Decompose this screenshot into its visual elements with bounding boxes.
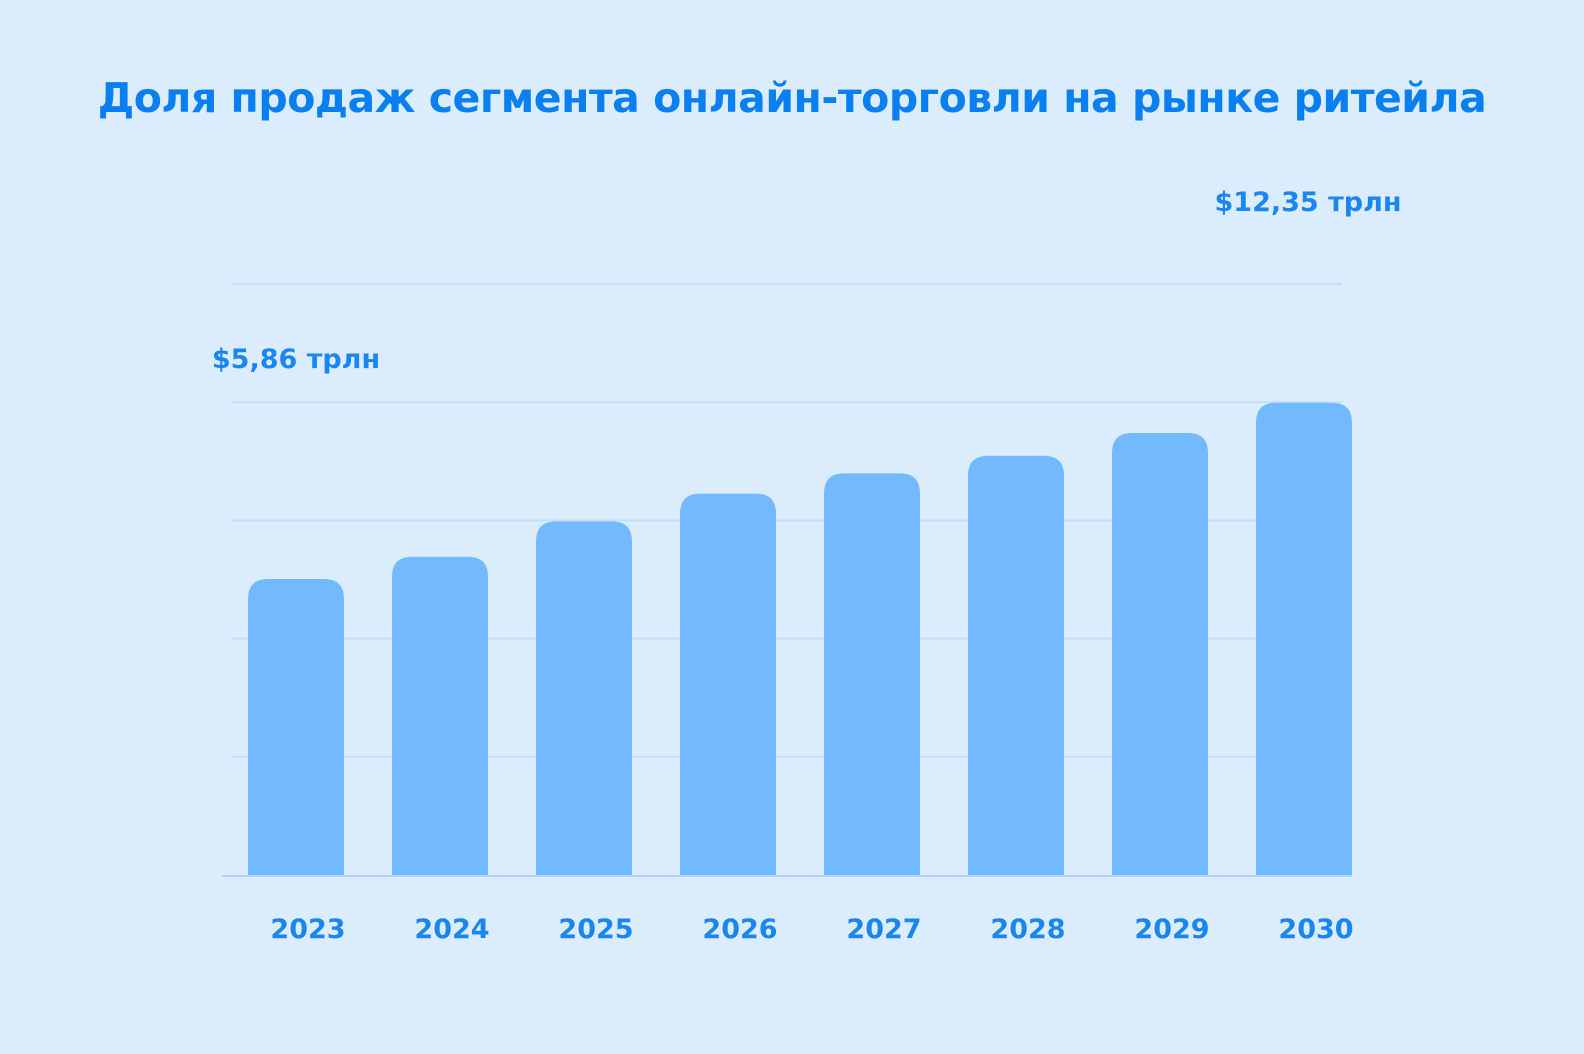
- bar-2029: [1112, 433, 1208, 875]
- bars: [248, 402, 1352, 875]
- bar-2027: [824, 473, 920, 875]
- bar-2030: [1256, 402, 1352, 875]
- bar-2024: [392, 556, 488, 875]
- value-labels: $5,86 трлн $12,35 трлн: [212, 187, 1402, 375]
- x-tick-label-2025: 2025: [558, 914, 633, 945]
- bar-2025: [536, 521, 632, 875]
- data-label-2030: $12,35 трлн: [1215, 187, 1402, 218]
- x-tick-label-2029: 2029: [1134, 914, 1209, 945]
- bar-2023: [248, 578, 344, 875]
- x-tick-label-2027: 2027: [846, 914, 921, 945]
- bar-2026: [680, 493, 776, 875]
- chart-title: Доля продаж сегмента онлайн-торговли на …: [97, 74, 1487, 122]
- x-tick-label-2026: 2026: [702, 914, 777, 945]
- data-label-2023: $5,86 трлн: [212, 344, 380, 375]
- x-tick-label-2028: 2028: [990, 914, 1065, 945]
- x-tick-label-2024: 2024: [414, 914, 489, 945]
- x-tick-labels: 2023 2024 2025 2026 2027 2028 2029 2030: [270, 914, 1353, 945]
- x-tick-label-2023: 2023: [270, 914, 345, 945]
- bar-2028: [968, 455, 1064, 875]
- x-tick-label-2030: 2030: [1278, 914, 1353, 945]
